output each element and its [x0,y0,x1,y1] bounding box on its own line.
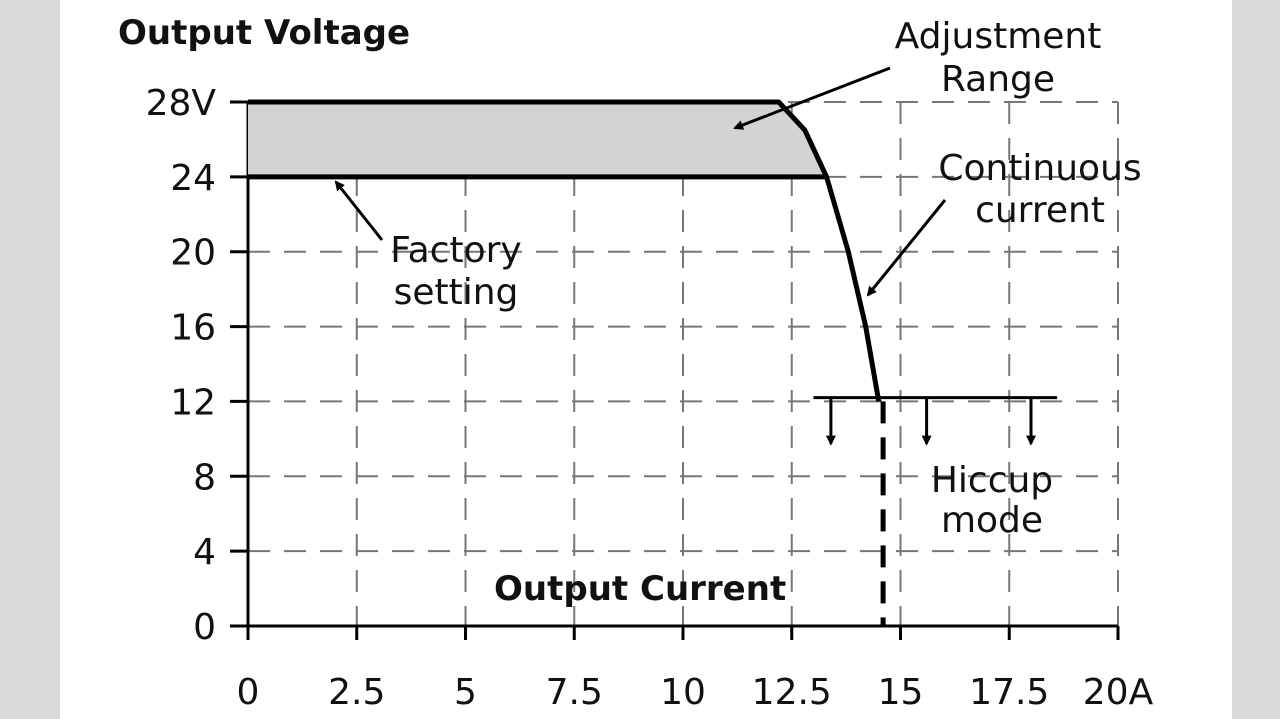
annotation-continuous-line2: current [975,190,1105,231]
y-tick-label: 24 [170,158,216,199]
x-tick-label: 2.5 [328,672,385,713]
annotation-hiccup-line2: mode [941,500,1043,541]
tick-labels: 0 2.5 5 7.5 10 12.5 15 17.5 20A 0 4 8 12 16 20 24 28V [146,83,1154,713]
continuous-pointer-arrow [866,199,947,297]
y-tick-label: 28V [146,83,217,124]
annotation-hiccup-line1: Hiccup [931,460,1053,501]
x-tick-label: 7.5 [546,672,603,713]
y-tick-label: 12 [170,382,216,423]
annotation-adjustment-line2: Range [941,59,1055,100]
x-tick-label: 12.5 [752,672,832,713]
x-tick-label: 0 [237,672,260,713]
x-tick-label: 20A [1083,672,1154,713]
y-tick-label: 0 [193,607,216,648]
x-tick-label: 5 [454,672,477,713]
y-tick-label: 16 [170,308,216,349]
x-tick-label: 10 [660,672,706,713]
x-tick-label: 15 [878,672,924,713]
adjustment-pointer-arrow [733,66,891,130]
annotation-factory-line2: setting [394,272,519,313]
y-axis-label: Output Voltage [118,13,410,53]
y-tick-label: 8 [193,457,216,498]
y-tick-label: 4 [193,532,216,573]
annotation-continuous-line1: Continuous [938,148,1141,189]
annotation-adjustment-line1: Adjustment [895,16,1102,57]
factory-pointer-arrow [334,180,384,241]
y-tick-label: 20 [170,233,216,274]
annotation-factory-line1: Factory [390,230,522,271]
x-axis-label: Output Current [494,569,786,609]
marks [248,66,1058,626]
x-tick-label: 17.5 [969,672,1049,713]
adjustment-range-area [248,102,827,177]
